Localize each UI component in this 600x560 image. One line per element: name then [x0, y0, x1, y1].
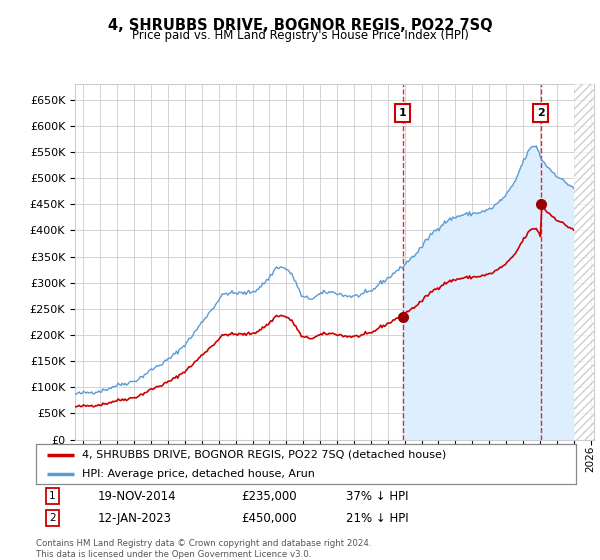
Text: £450,000: £450,000 [241, 512, 297, 525]
Text: £235,000: £235,000 [241, 489, 297, 502]
Text: 1: 1 [49, 491, 56, 501]
Text: Contains HM Land Registry data © Crown copyright and database right 2024.
This d: Contains HM Land Registry data © Crown c… [36, 539, 371, 559]
Text: 12-JAN-2023: 12-JAN-2023 [98, 512, 172, 525]
Text: 19-NOV-2014: 19-NOV-2014 [98, 489, 177, 502]
Text: 4, SHRUBBS DRIVE, BOGNOR REGIS, PO22 7SQ: 4, SHRUBBS DRIVE, BOGNOR REGIS, PO22 7SQ [107, 18, 493, 33]
Text: 2: 2 [49, 513, 56, 523]
Text: 2: 2 [537, 108, 544, 118]
Bar [574, 84, 594, 440]
Text: 4, SHRUBBS DRIVE, BOGNOR REGIS, PO22 7SQ (detached house): 4, SHRUBBS DRIVE, BOGNOR REGIS, PO22 7SQ… [82, 450, 446, 460]
Text: 1: 1 [399, 108, 407, 118]
Text: 21% ↓ HPI: 21% ↓ HPI [347, 512, 409, 525]
Text: Price paid vs. HM Land Registry's House Price Index (HPI): Price paid vs. HM Land Registry's House … [131, 29, 469, 42]
Text: HPI: Average price, detached house, Arun: HPI: Average price, detached house, Arun [82, 469, 315, 478]
Text: 37% ↓ HPI: 37% ↓ HPI [347, 489, 409, 502]
